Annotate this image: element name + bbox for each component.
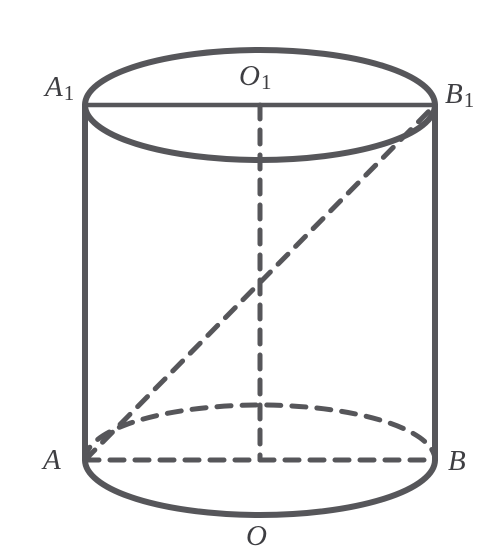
label-o: O xyxy=(246,520,267,552)
cylinder-diagram: A1 O1 B1 A O B xyxy=(0,0,500,556)
label-a1: A1 xyxy=(43,71,74,105)
label-o1: O1 xyxy=(239,60,271,94)
label-a: A xyxy=(41,444,61,476)
bottom-ellipse-front xyxy=(85,460,435,515)
label-b1: B1 xyxy=(445,78,474,112)
label-b: B xyxy=(448,445,466,477)
